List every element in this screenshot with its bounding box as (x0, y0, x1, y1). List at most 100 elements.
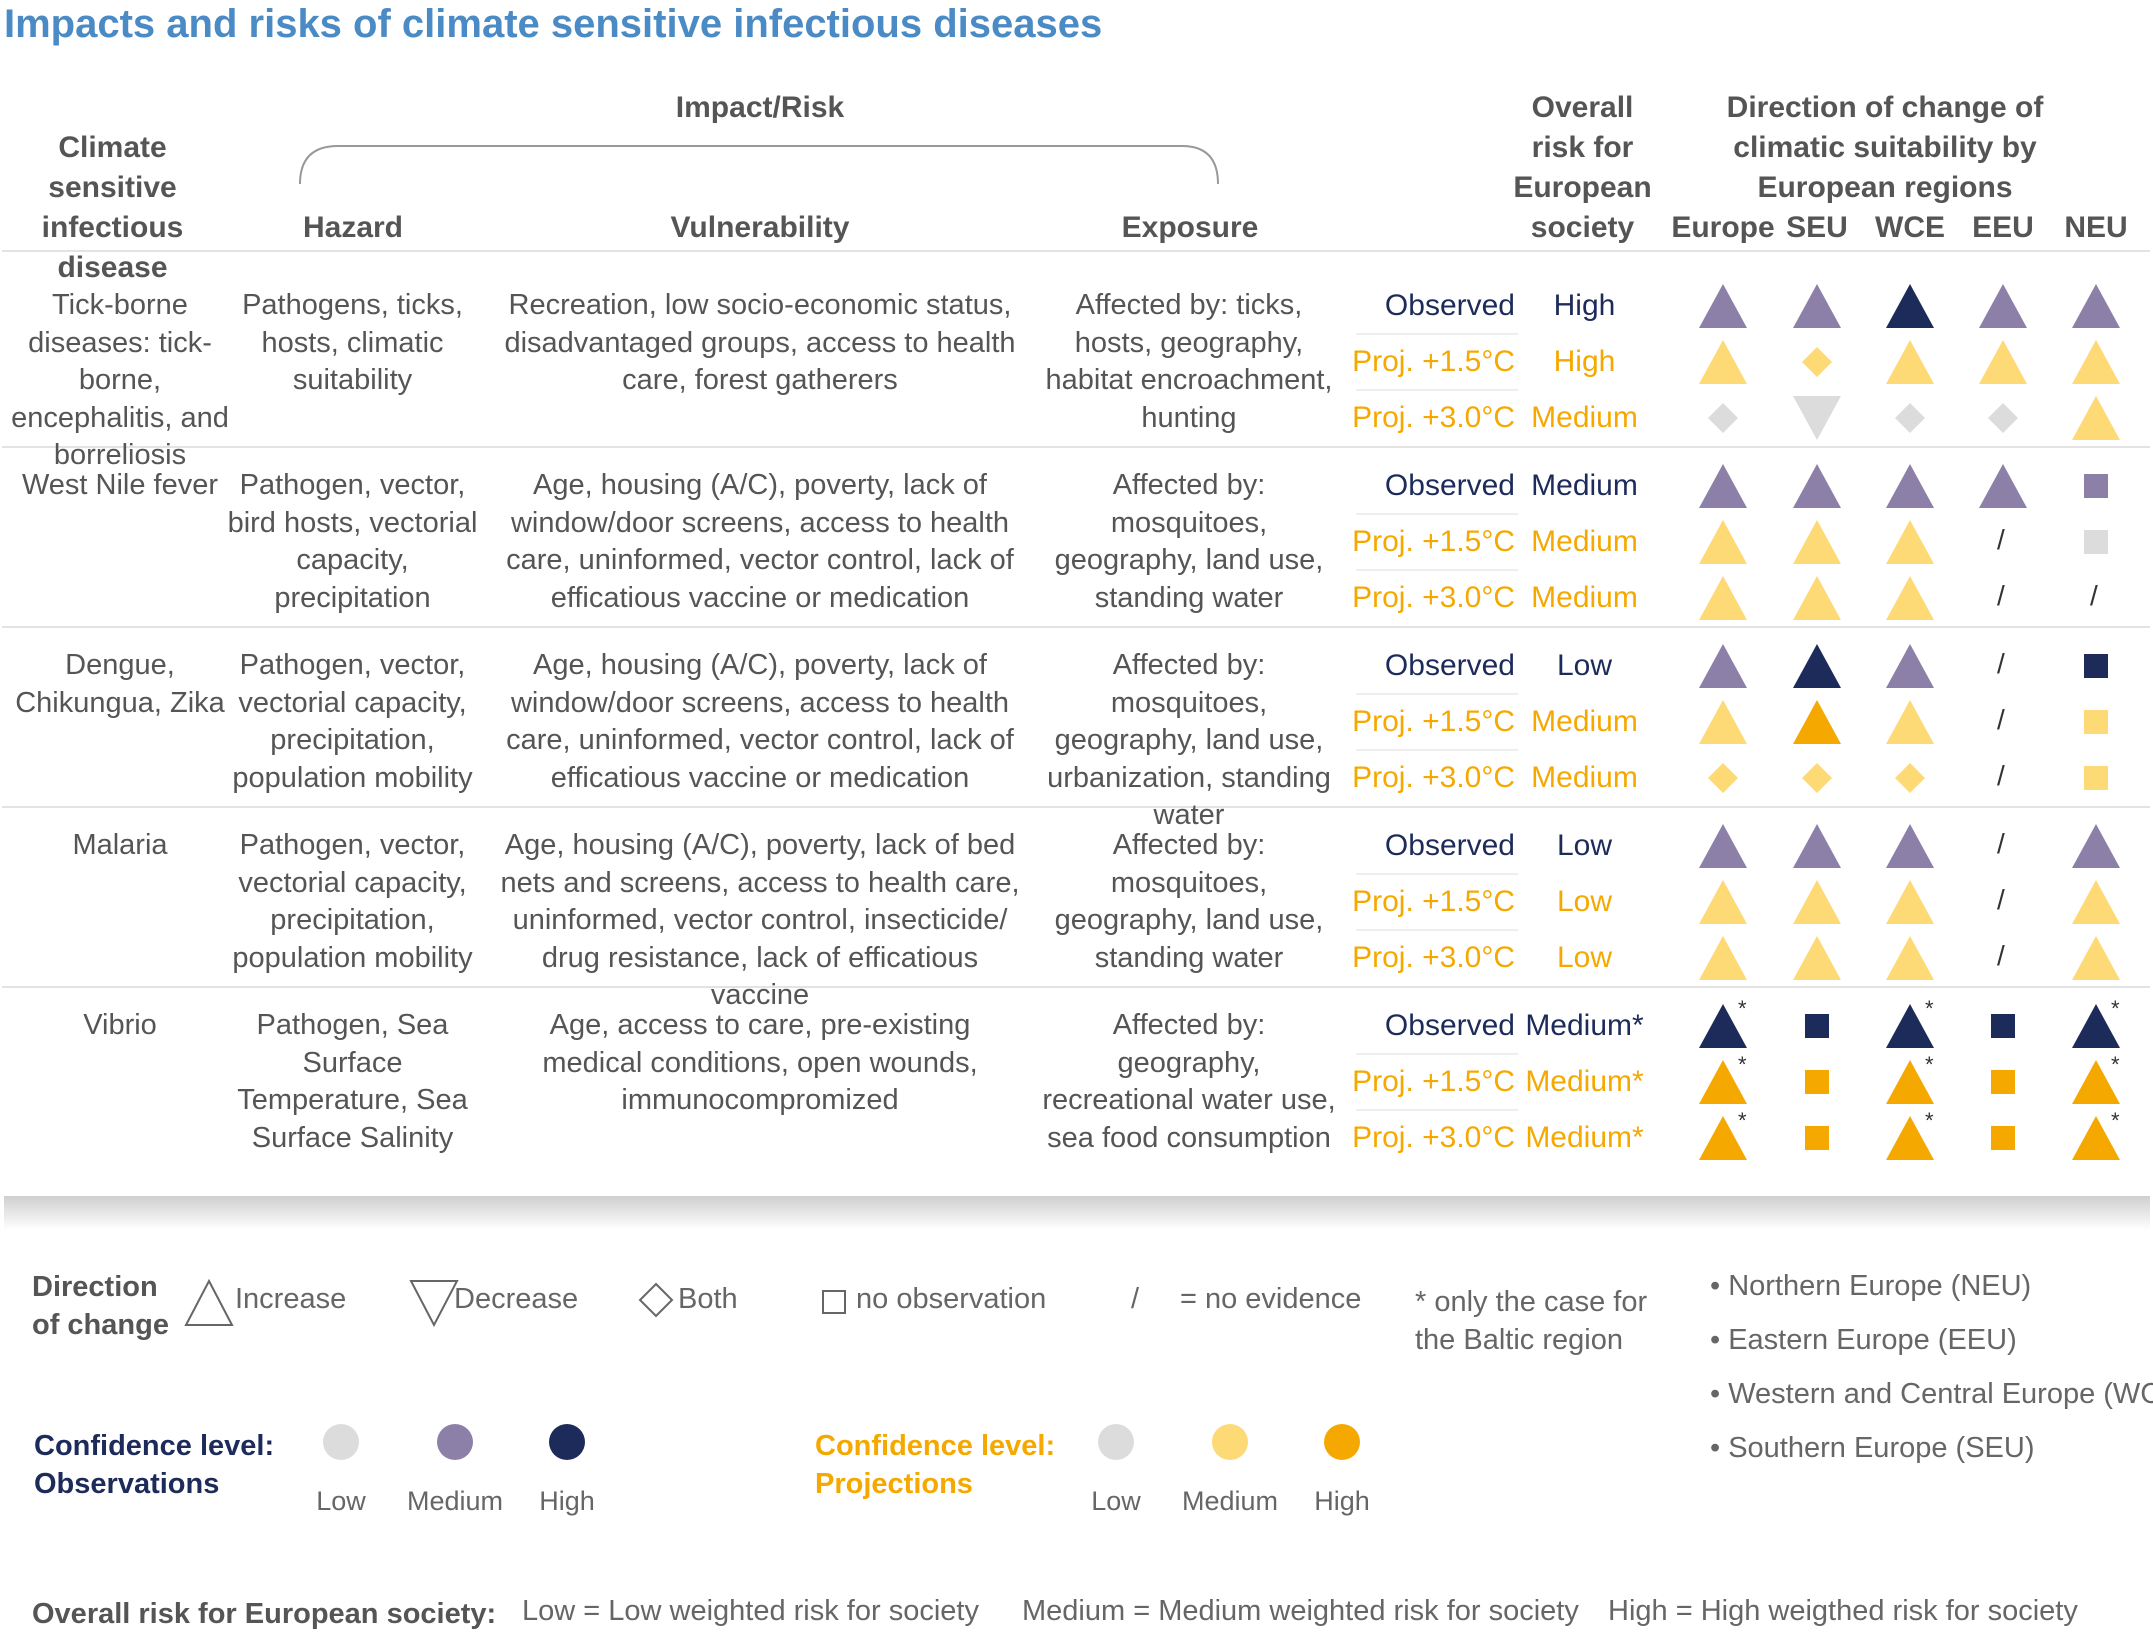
both-diamond-icon (638, 1282, 674, 1318)
increase-triangle-icon (1699, 880, 1747, 924)
hazard-cell: Pathogen, vector, bird hosts, vectorial … (227, 469, 478, 614)
increase-triangle-icon (1793, 464, 1841, 508)
row-divider (2, 626, 2150, 628)
period-label: Observed (1384, 289, 1515, 322)
baltic-star-note: * (2111, 1108, 2120, 1133)
row-divider (2, 806, 2150, 808)
increase-triangle-icon (1979, 284, 2027, 328)
period-label: Observed (1384, 1009, 1515, 1042)
legend-no-observation: no observation (856, 1283, 1047, 1315)
baltic-star-note: * (1738, 1052, 1747, 1077)
disease-cell: Tick-borne diseases: tick-borne, encepha… (11, 289, 229, 471)
no-observation-square-icon (1805, 1070, 1829, 1094)
period-label: Proj. +1.5°C (1352, 345, 1515, 378)
no-observation-square-icon (2084, 766, 2108, 790)
increase-triangle-icon (2072, 880, 2120, 924)
sub-row-divider (1356, 569, 1518, 571)
increase-triangle-icon (1699, 824, 1747, 868)
increase-triangle-icon (2072, 284, 2120, 328)
risk-level: Medium* (1525, 1065, 1644, 1098)
both-diamond-icon (1895, 403, 1925, 433)
disease-cell: Malaria (72, 829, 168, 861)
no-observation-square-icon (2084, 474, 2108, 498)
proj-confidence-label: Low (1091, 1486, 1141, 1516)
both-diamond-icon (1895, 763, 1925, 793)
header-direction: Direction of change of climatic suitabil… (1726, 91, 2044, 204)
baltic-star-note: * (2111, 1052, 2120, 1077)
increase-triangle-icon (2072, 1060, 2120, 1104)
obs-confidence-low-circle (323, 1424, 359, 1460)
both-diamond-icon (1802, 347, 1832, 377)
no-evidence-slash: / (1997, 704, 2005, 735)
baltic-star-note: * (1925, 1108, 1934, 1133)
vulnerability-cell: Age, housing (A/C), poverty, lack of win… (506, 469, 1014, 614)
sub-row-divider (1356, 873, 1518, 875)
period-label: Proj. +3.0°C (1352, 941, 1515, 974)
increase-triangle-icon (1699, 576, 1747, 620)
no-observation-square-icon (1991, 1070, 2015, 1094)
obs-confidence-med-circle (437, 1424, 473, 1460)
row-divider (2, 446, 2150, 448)
sub-row-divider (1356, 1109, 1518, 1111)
increase-triangle-icon (1699, 284, 1747, 328)
region-header-europe: Europe (1671, 211, 1775, 244)
both-diamond-icon (1708, 763, 1738, 793)
vulnerability-cell: Age, housing (A/C), poverty, lack of win… (506, 649, 1014, 794)
no-evidence-slash: / (1997, 884, 2005, 915)
legend-slash: / (1131, 1283, 1140, 1315)
baltic-star-note: * (1925, 996, 1934, 1021)
header-overall-risk: Overall risk for European society (1513, 91, 1652, 244)
risk-level: High (1553, 345, 1616, 378)
increase-triangle-icon (1793, 284, 1841, 328)
legend-conf-proj-title: Confidence level: Projections (815, 1430, 1056, 1500)
baltic-star-note: * (2111, 996, 2120, 1021)
legend-direction-title: Direction of change (32, 1271, 169, 1341)
no-evidence-slash: / (1997, 580, 2005, 611)
increase-triangle-icon (1699, 936, 1747, 980)
no-observation-square-icon (1991, 1014, 2015, 1038)
exposure-cell: Affected by: geography, recreational wat… (1042, 1009, 1336, 1154)
region-header-eeu: EEU (1972, 211, 2034, 244)
period-label: Proj. +3.0°C (1352, 581, 1515, 614)
increase-triangle-icon (1699, 644, 1747, 688)
exposure-cell: Affected by: mosquitoes, geography, land… (1054, 469, 1324, 614)
risk-level: Medium (1531, 525, 1638, 558)
period-label: Proj. +3.0°C (1352, 1121, 1515, 1154)
legend-decrease: Decrease (454, 1283, 579, 1315)
risk-level: Medium (1531, 705, 1638, 738)
period-label: Observed (1384, 649, 1515, 682)
period-label: Observed (1384, 829, 1515, 862)
risk-level: High (1553, 289, 1616, 322)
legend-conf-obs-title: Confidence level: Observations (34, 1430, 275, 1500)
vulnerability-cell: Recreation, low socio-economic status, d… (504, 289, 1016, 396)
sub-row-divider (1356, 1053, 1518, 1055)
legend-star-note: * only the case for the Baltic region (1415, 1286, 1648, 1356)
increase-triangle-icon (1886, 340, 1934, 384)
increase-triangle-icon (1699, 1060, 1747, 1104)
sub-row-divider (1356, 513, 1518, 515)
both-diamond-icon (1988, 403, 2018, 433)
legend-increase: Increase (235, 1283, 347, 1315)
both-diamond-icon (1708, 403, 1738, 433)
increase-triangle-icon (1886, 700, 1934, 744)
increase-triangle-icon (1793, 824, 1841, 868)
legend-region-item: • Northern Europe (NEU) (1710, 1270, 2032, 1302)
risk-level: Low (1556, 885, 1613, 918)
increase-triangle-icon (1699, 700, 1747, 744)
risk-level: Medium (1531, 761, 1638, 794)
no-evidence-slash: / (1997, 828, 2005, 859)
sub-row-divider (1356, 389, 1518, 391)
baltic-star-note: * (1738, 1108, 1747, 1133)
legend-overall-title: Overall risk for European society: (32, 1598, 497, 1630)
increase-triangle-icon (2072, 936, 2120, 980)
legend-region-item: • Southern Europe (SEU) (1710, 1432, 2035, 1464)
obs-confidence-label: Medium (406, 1486, 504, 1516)
region-header-seu: SEU (1786, 211, 1848, 244)
disease-cell: Dengue, Chikungua, Zika (15, 649, 225, 719)
period-label: Proj. +1.5°C (1352, 1065, 1515, 1098)
both-diamond-icon (1802, 763, 1832, 793)
page-title: Impacts and risks of climate sensitive i… (4, 2, 1103, 46)
increase-triangle-icon (2072, 340, 2120, 384)
header-impact-risk: Impact/Risk (675, 91, 845, 124)
hazard-cell: Pathogen, vector, vectorial capacity, pr… (232, 649, 473, 794)
